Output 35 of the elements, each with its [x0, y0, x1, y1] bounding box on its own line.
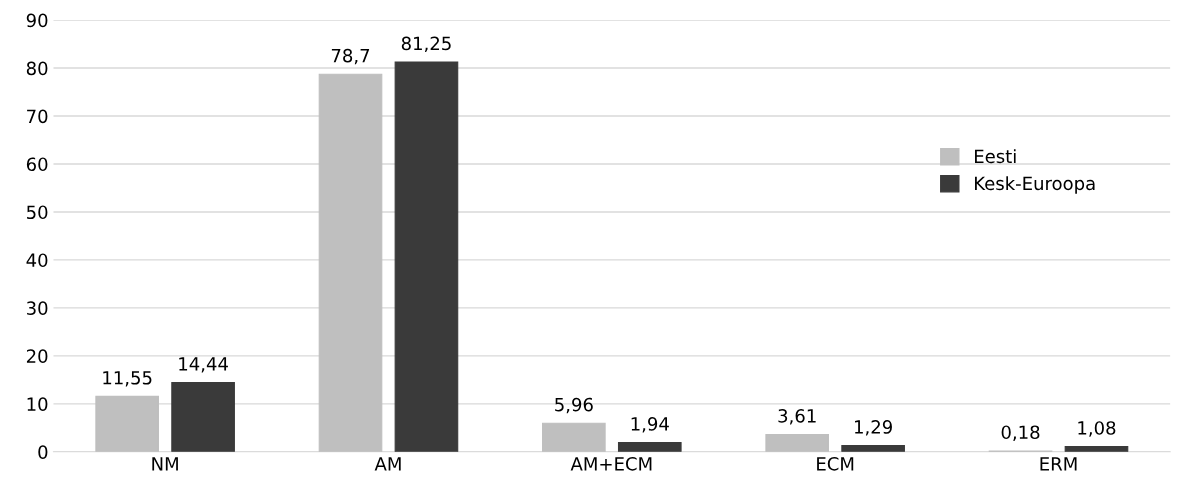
bar: [95, 395, 159, 452]
bar: [617, 441, 682, 452]
y-tick-label: 0: [38, 445, 48, 459]
legend-label: Kesk-Euroopa: [975, 176, 1095, 194]
bar: [318, 73, 383, 452]
x-tick-label: AM+ECM: [570, 456, 652, 471]
y-tick-label: 20: [26, 349, 48, 363]
y-tick-label: 30: [27, 301, 48, 316]
data-label: 78,7: [331, 48, 370, 65]
data-label: 5,96: [555, 397, 593, 414]
y-tick-label: 50: [27, 205, 48, 220]
x-tick-label: ERM: [1040, 457, 1077, 471]
data-label: 1,29: [855, 420, 892, 436]
y-tick-label: 80: [26, 61, 48, 76]
data-label: 11,55: [103, 371, 152, 387]
bar: [542, 422, 606, 452]
y-tick-label: 70: [27, 109, 48, 124]
x-tick-label: ECM: [817, 456, 854, 471]
y-tick-label: 90: [26, 13, 48, 28]
x-tick-label: AM: [374, 457, 401, 471]
legend-label: Eesti: [975, 149, 1016, 164]
data-label: 81,25: [401, 36, 451, 53]
bar: [841, 445, 905, 452]
data-label: 3,61: [778, 408, 816, 425]
bar: [765, 433, 830, 452]
x-tick-label: NM: [152, 457, 178, 471]
data-label: 1,08: [1078, 421, 1116, 437]
data-label: 1,94: [631, 417, 669, 433]
data-label: 14,44: [179, 357, 228, 373]
y-tick-label: 40: [26, 253, 48, 268]
bar: [394, 61, 459, 452]
y-tick-label: 10: [27, 397, 48, 411]
y-tick-label: 60: [26, 157, 48, 172]
bar: [171, 381, 235, 452]
data-label: 0,18: [1001, 425, 1040, 441]
